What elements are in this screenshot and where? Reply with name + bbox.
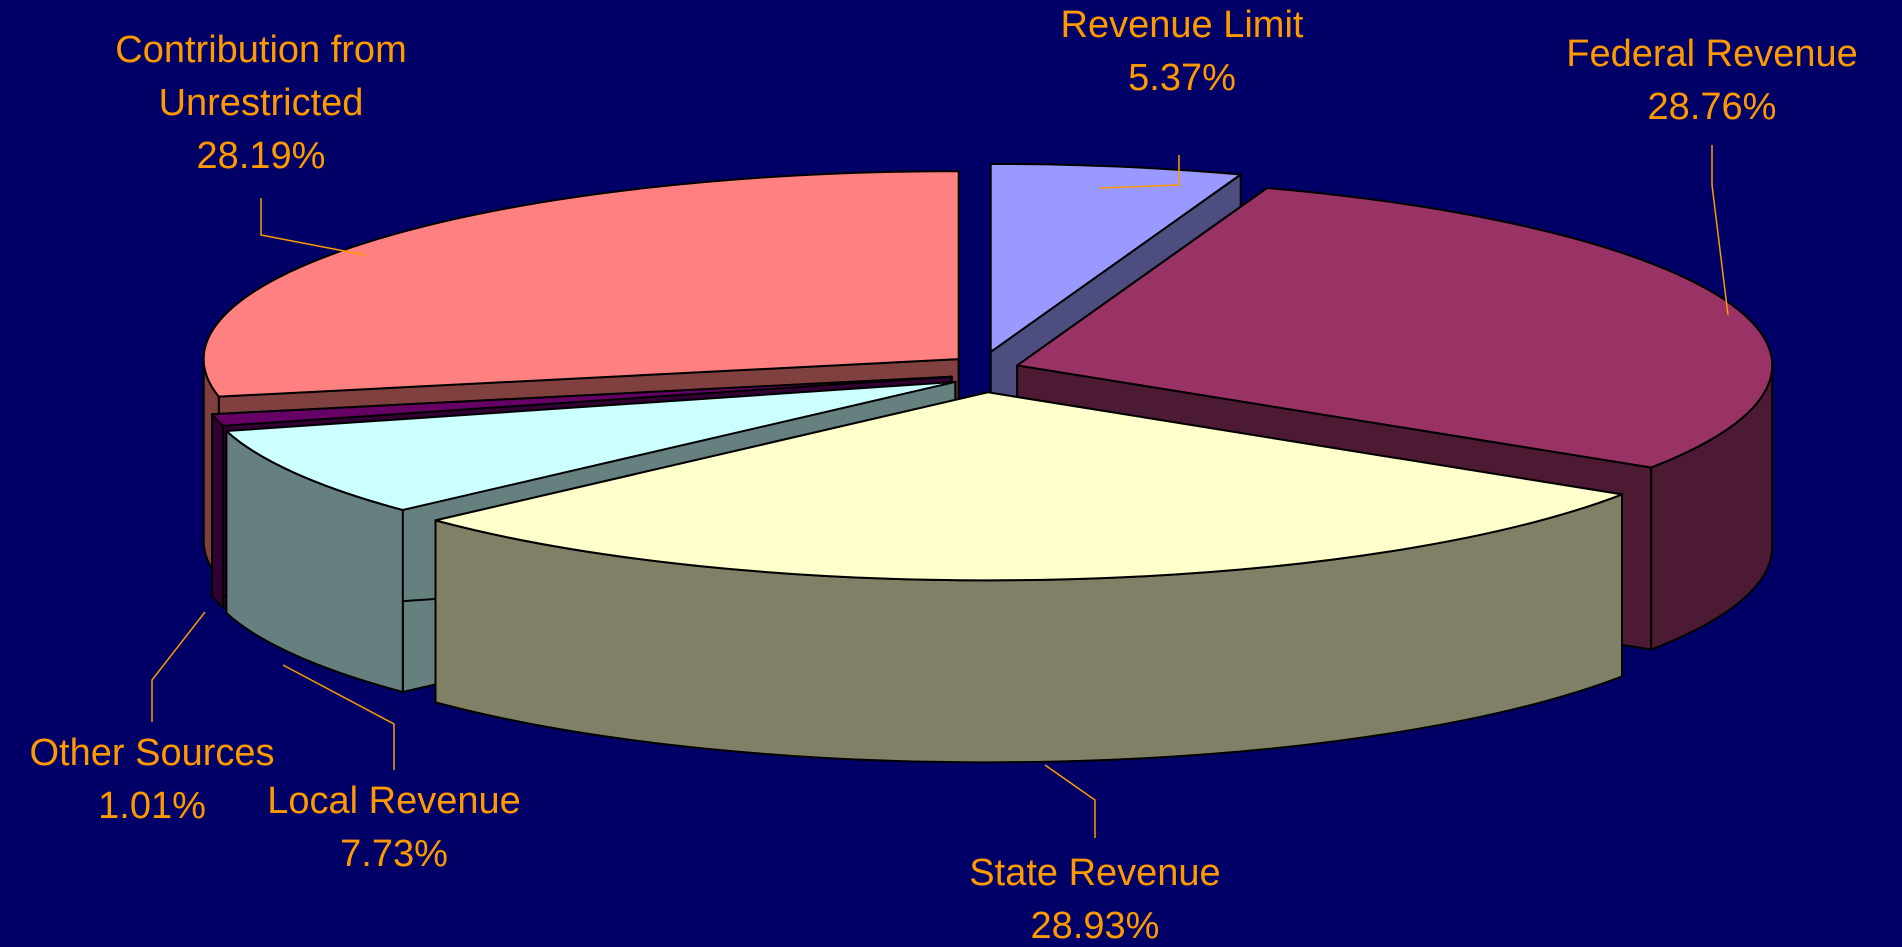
slice-top bbox=[211, 375, 953, 427]
leader-line bbox=[151, 611, 206, 722]
slice-outer-side bbox=[211, 413, 225, 609]
leader-line bbox=[1099, 155, 1180, 189]
slice-label: Federal Revenue bbox=[1566, 33, 1858, 75]
slice-label: Contribution from Unrestricted bbox=[115, 29, 406, 124]
slice bbox=[434, 391, 1623, 764]
leader-line bbox=[1044, 764, 1096, 838]
slice-label: Local Revenue bbox=[267, 780, 521, 822]
slice-value-label: 7.73% bbox=[340, 833, 448, 875]
slice-top bbox=[225, 380, 957, 511]
slice-value-label: 28.93% bbox=[1031, 905, 1160, 947]
slice-label: Other Sources bbox=[30, 732, 275, 774]
slice-value-label: 5.37% bbox=[1128, 57, 1236, 99]
slice-value-label: 1.01% bbox=[98, 785, 206, 827]
slice-top bbox=[202, 170, 960, 398]
slice-value-label: 28.76% bbox=[1648, 86, 1777, 128]
leader-line bbox=[260, 198, 366, 256]
slice-top bbox=[989, 162, 1242, 353]
slice-top bbox=[1016, 187, 1774, 469]
leader-line bbox=[1711, 145, 1729, 316]
slice-label: State Revenue bbox=[969, 852, 1220, 894]
slice-top bbox=[434, 391, 1623, 582]
slice-value-label: 28.19% bbox=[197, 135, 326, 177]
leader-line bbox=[282, 664, 395, 770]
slice-label: Revenue Limit bbox=[1061, 4, 1304, 46]
